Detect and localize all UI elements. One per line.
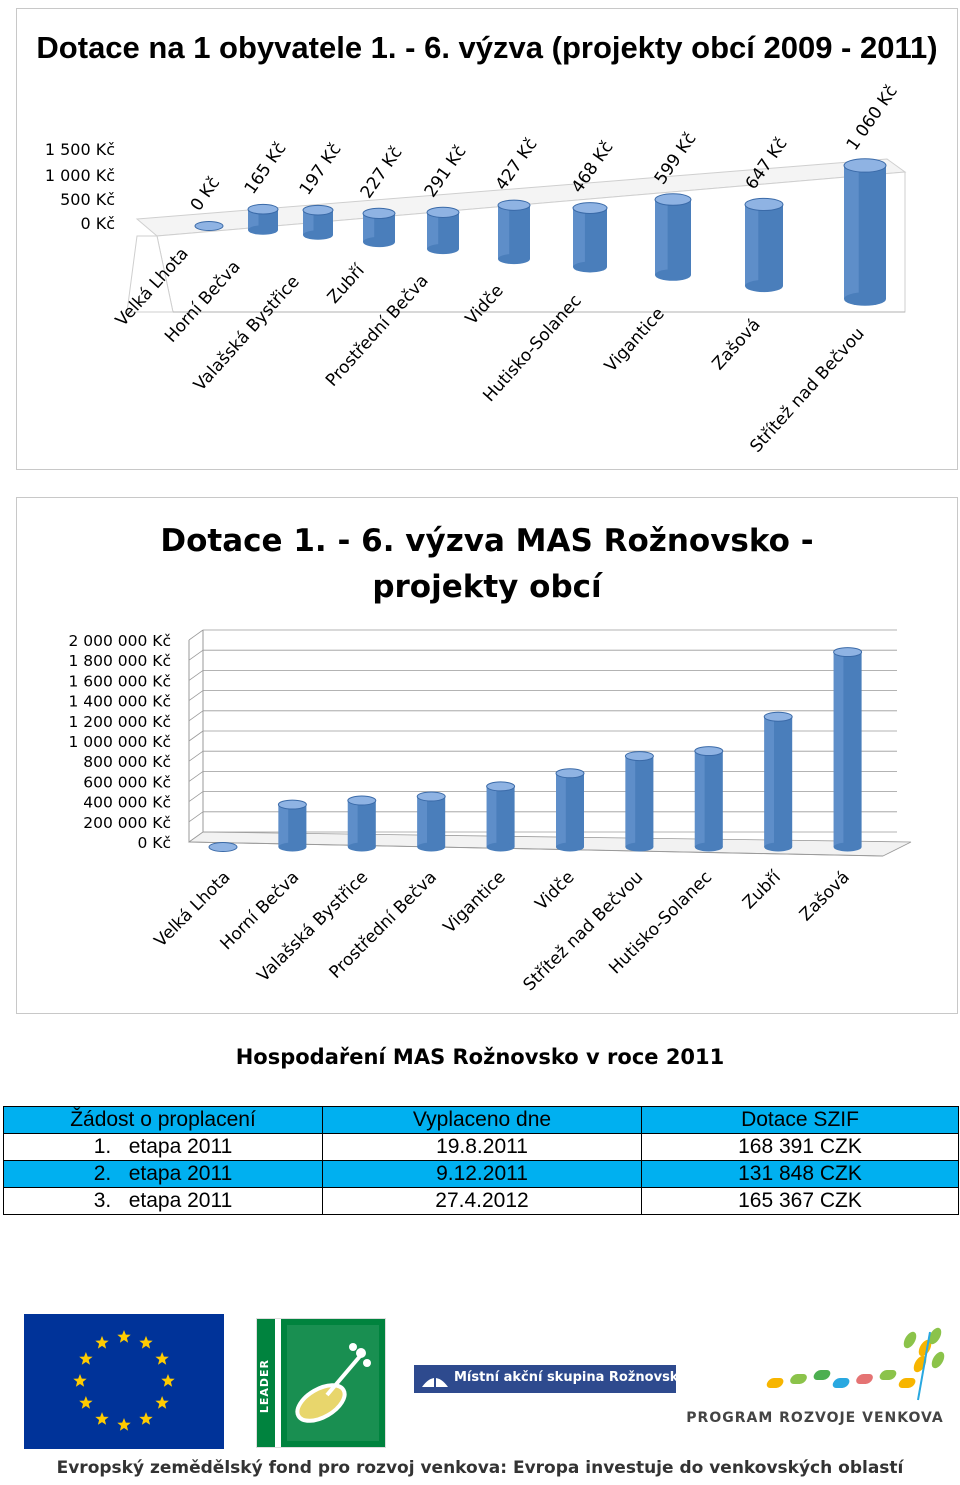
chart1-category-label: Vigantice: [601, 304, 669, 376]
chart1-title: Dotace na 1 obyvatele 1. - 6. výzva (pro…: [36, 30, 938, 65]
chart2-plot: 2 000 000 Kč 1 800 000 Kč 1 600 000 Kč 1 40…: [69, 629, 912, 995]
chart2-y-tick: 1 200 000 Kč: [69, 713, 172, 731]
chart1-data-label: 165 Kč: [241, 139, 291, 198]
cell-zadost: 3. etapa 2011: [3, 1187, 323, 1215]
eu-star-icon: [95, 1412, 109, 1425]
chart2-category-label: Vigantice: [440, 867, 510, 937]
chart1-data-label: 0 Kč: [187, 173, 224, 215]
hosp-table: Žádost o proplacení Vyplaceno dne Dotace…: [3, 1106, 959, 1215]
chart2-y-tick: 400 000 Kč: [83, 794, 171, 812]
hosp-title: Hospodaření MAS Rožnovsko v roce 2011: [235, 1045, 725, 1069]
chart1-plot: 1 500 Kč 1 000 Kč 500 Kč 0 Kč 0 Kč 165 Kč 197 …: [45, 82, 907, 457]
chart1-bar: [302, 204, 334, 240]
chart1-data-label: 197 Kč: [296, 140, 346, 199]
prv-fields-icon: [766, 1327, 945, 1401]
chart1-bar: [572, 202, 608, 273]
chart2-y-tick: 800 000 Kč: [83, 753, 171, 771]
chart2-y-tick: 0 Kč: [138, 834, 171, 852]
chart1-bar: [194, 221, 224, 231]
chart2-bar: [347, 795, 377, 852]
table-row: 1. etapa 2011 19.8.2011 168 391 CZK: [3, 1133, 959, 1161]
eu-star-icon: [139, 1335, 153, 1349]
eu-star-icon: [155, 1352, 169, 1365]
chart2-bar: [763, 711, 793, 852]
cell-dotace: 168 391 CZK: [641, 1133, 959, 1161]
mas-text: Místní akční skupina Rožnovsko: [454, 1370, 688, 1385]
eu-star-icon: [161, 1374, 175, 1387]
chart1-bar: [247, 203, 279, 235]
cell-dotace: 165 367 CZK: [641, 1187, 959, 1215]
chart1-data-label: 227 Kč: [357, 143, 407, 202]
chart1-bar: [843, 158, 887, 306]
eu-star-icon: [73, 1374, 87, 1387]
prv-logo: PROGRAM ROZVOJE VENKOVA: [680, 1320, 956, 1440]
chart2-y-tick: 1 800 000 Kč: [69, 652, 172, 670]
chart1-data-label: 1 060 Kč: [843, 82, 902, 155]
header-zadost: Žádost o proplacení: [3, 1106, 323, 1134]
eu-star-icon: [139, 1412, 153, 1425]
chart2-y-tick: 600 000 Kč: [83, 773, 171, 791]
chart2-y-tick: 2 000 000 Kč: [69, 632, 172, 650]
chart2-title: Dotace 1. - 6. výzva MAS Rožnovsko - pro…: [160, 523, 814, 605]
table-row: 3. etapa 2011 27.4.2012 165 367 CZK: [3, 1187, 959, 1215]
footer-text: Evropský zemědělský fond pro rozvoj venk…: [56, 1458, 904, 1478]
chart2-y-tick: 1 600 000 Kč: [69, 672, 172, 690]
cell-zadost: 2. etapa 2011: [3, 1160, 323, 1188]
chart1-bar: [497, 199, 531, 265]
prv-text: PROGRAM ROZVOJE VENKOVA: [686, 1410, 944, 1426]
cell-zadost: 1. etapa 2011: [3, 1133, 323, 1161]
chart2-category-label: Zašová: [796, 867, 854, 925]
chart2-y-tick: 200 000 Kč: [83, 814, 171, 832]
cell-vyplaceno: 9.12.2011: [322, 1160, 642, 1188]
table-header-row: Žádost o proplacení Vyplaceno dne Dotace…: [3, 1106, 959, 1134]
eu-stars-icon: [73, 1330, 175, 1431]
chart2-bar: [624, 751, 654, 852]
cell-vyplaceno: 19.8.2011: [322, 1133, 642, 1161]
chart2-bar: [694, 746, 724, 852]
chart2-bar: [833, 647, 863, 852]
chart1-y-tick: 1 000 Kč: [45, 166, 115, 185]
eu-star-icon: [117, 1418, 131, 1431]
chart2-y-tick: 1 000 000 Kč: [69, 733, 172, 751]
mas-emblem-icon: [422, 1371, 448, 1387]
chart2-bar: [208, 842, 238, 852]
chart1-category-label: Zašová: [708, 315, 764, 374]
chart2-bar: [277, 799, 307, 852]
table-row: 2. etapa 2011 9.12.2011 131 848 CZK: [3, 1160, 959, 1188]
eu-star-icon: [117, 1330, 131, 1343]
chart1-data-label: 291 Kč: [421, 142, 471, 201]
chart1-y-tick: 500 Kč: [60, 190, 115, 209]
chart1-y-tick: 1 500 Kč: [45, 140, 115, 159]
mas-logo: Místní akční skupina Rožnovsko: [414, 1365, 687, 1393]
chart1-bar: [362, 207, 396, 248]
chart1-bar: [744, 197, 784, 293]
eu-star-icon: [79, 1396, 93, 1409]
chart1-data-label: 427 Kč: [492, 135, 542, 194]
eu-star-icon: [155, 1396, 169, 1409]
cell-dotace: 131 848 CZK: [641, 1160, 959, 1188]
header-dotace: Dotace SZIF: [641, 1106, 959, 1134]
chart-per-capita: Dotace na 1 obyvatele 1. - 6. výzva (pro…: [16, 8, 958, 470]
leader-text: LEADER: [258, 1359, 271, 1414]
chart1-category-label: Střítež nad Bečvou: [746, 324, 868, 457]
chart2-category-label: Střítež nad Bečvou: [520, 867, 648, 995]
chart2-category-label: Zubří: [739, 867, 786, 914]
chart1-y-tick: 0 Kč: [80, 214, 115, 233]
chart2-y-tick: 1 400 000 Kč: [69, 693, 172, 711]
chart1-bar: [426, 206, 460, 255]
leader-emblem-icon: [257, 1319, 385, 1447]
chart2-category-label: Vidče: [531, 867, 578, 914]
chart2-bar: [555, 768, 585, 852]
chart2-bar: [486, 781, 516, 852]
chart1-bar: [654, 193, 692, 281]
eu-star-icon: [79, 1352, 93, 1365]
chart-total-subsidy: Dotace 1. - 6. výzva MAS Rožnovsko - pro…: [16, 497, 958, 1014]
leader-logo: LEADER: [256, 1318, 386, 1448]
header-vyplaceno: Vyplaceno dne: [322, 1106, 642, 1134]
chart2-bar: [416, 791, 446, 852]
eu-star-icon: [95, 1335, 109, 1349]
cell-vyplaceno: 27.4.2012: [322, 1187, 642, 1215]
eu-flag-logo: [24, 1314, 224, 1449]
